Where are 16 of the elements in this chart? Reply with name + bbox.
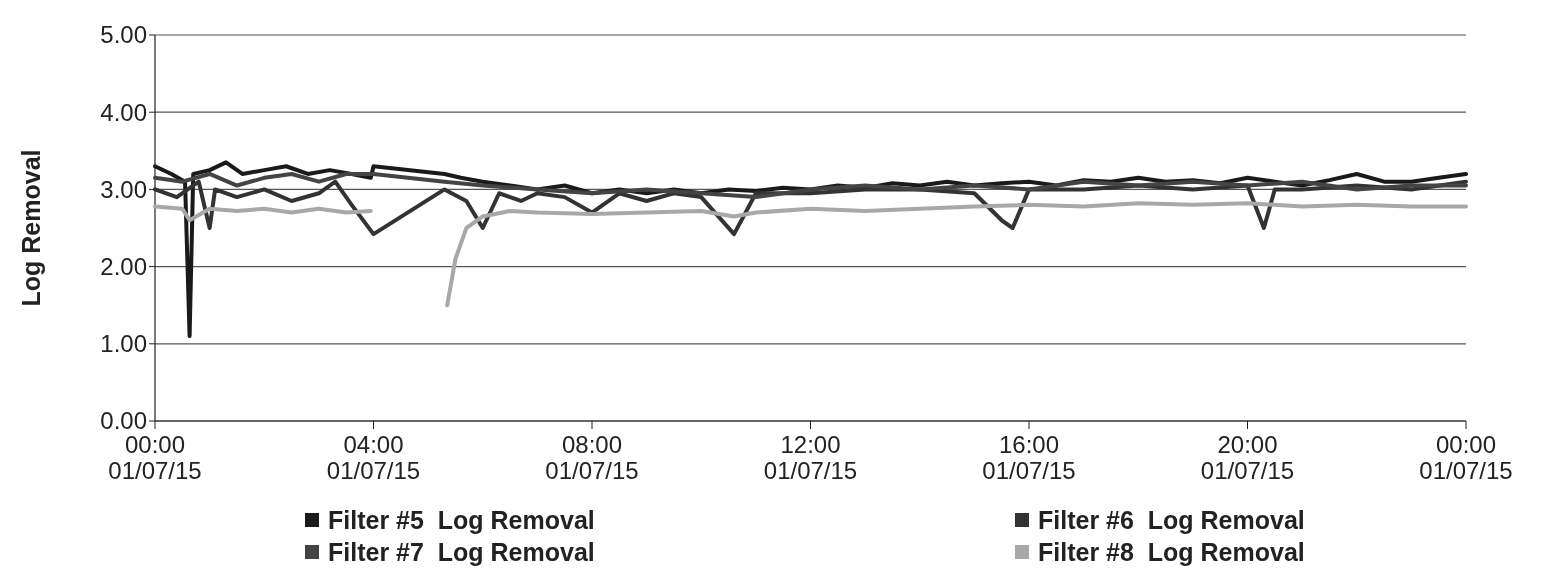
legend-label: Filter #5 Log Removal [328,505,595,534]
legend-label: Filter #7 Log Removal [328,537,595,566]
y-tick-label: 2.00 [100,253,147,280]
y-tick-label: 4.00 [100,98,147,126]
y-tick-label: 3.00 [100,175,147,203]
x-tick-label: 00:00 01/07/15 [1419,431,1513,484]
y-tick-label: 5.00 [100,21,147,49]
x-tick-label: 04:00 01/07/15 [326,431,421,484]
x-tick-label: 16:00 01/07/15 [982,431,1076,484]
legend-label: Filter #8 Log Removal [1038,537,1305,566]
x-tick-label: 12:00 01/07/15 [763,431,858,484]
x-tick-label: 20:00 01/07/15 [1200,431,1295,484]
y-tick-label: 1.00 [100,330,147,358]
x-tick-label: 08:00 01/07/15 [545,431,639,484]
legend-label: Filter #6 Log Removal [1038,505,1305,534]
y-axis-title: Log Removal [17,149,45,307]
